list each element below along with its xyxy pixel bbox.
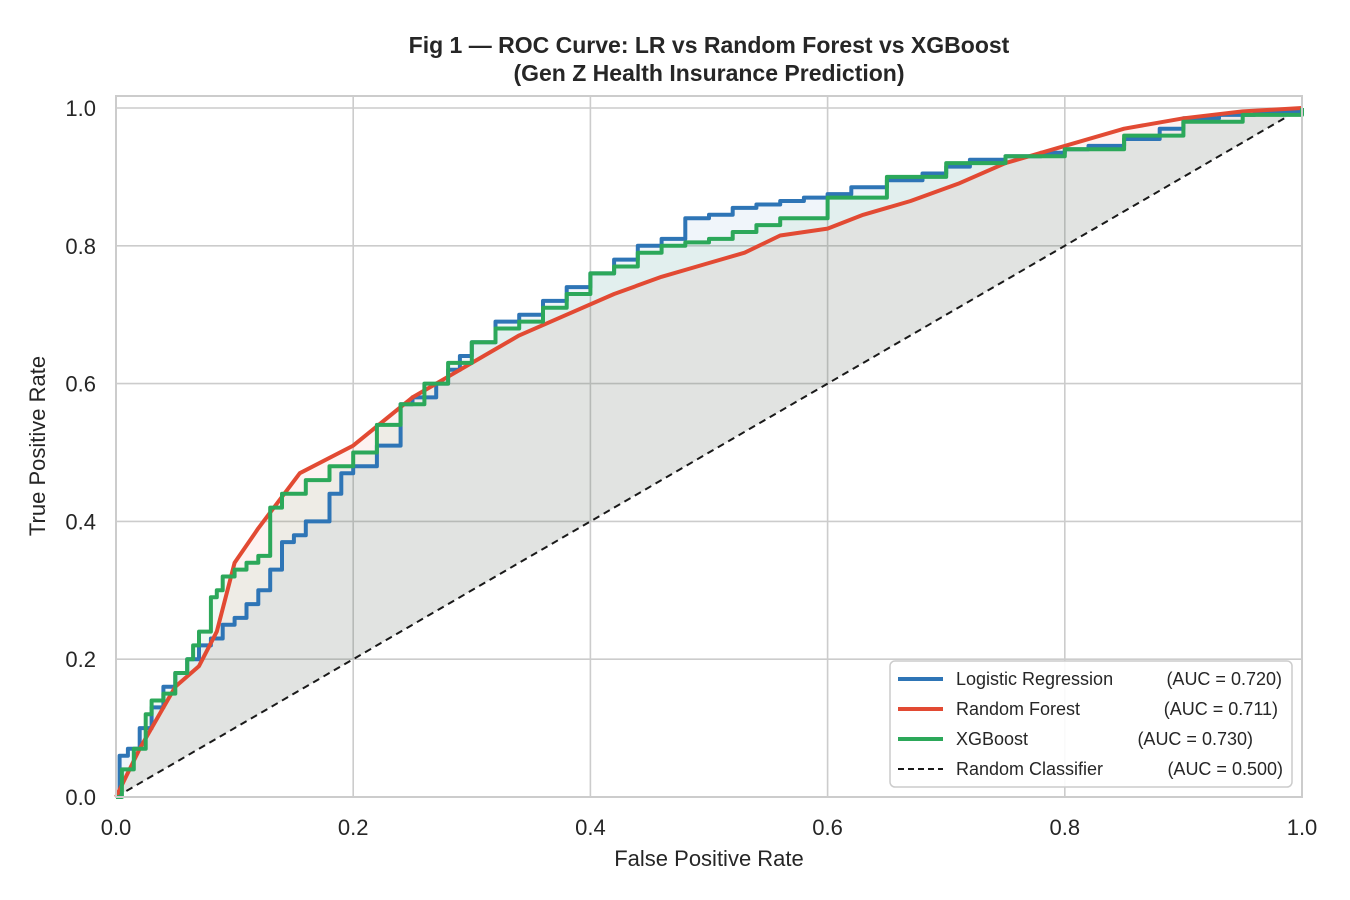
legend-box	[889, 660, 1293, 788]
x-tick-label: 0.0	[101, 815, 132, 840]
x-tick-label: 0.6	[812, 815, 843, 840]
chart-subtitle: (Gen Z Health Insurance Prediction)	[513, 60, 904, 86]
legend-auc: (AUC = 0.720)	[1166, 669, 1282, 689]
y-tick-label: 1.0	[65, 96, 96, 121]
legend: Logistic Regression (AUC = 0.720) Random F…	[889, 660, 1293, 788]
x-tick-label: 0.8	[1050, 815, 1081, 840]
plot-frame	[115, 95, 1303, 798]
x-tick-label: 0.4	[575, 815, 606, 840]
x-tick-label: 0.2	[338, 815, 369, 840]
x-tick-label: 1.0	[1287, 815, 1318, 840]
y-tick-label: 0.8	[65, 234, 96, 259]
legend-label: Logistic Regression	[956, 669, 1113, 689]
series-line	[116, 108, 1304, 799]
legend-label: XGBoost	[956, 729, 1028, 749]
x-axis-label: False Positive Rate	[614, 846, 804, 871]
y-tick-label: 0.0	[65, 785, 96, 810]
legend-label: Random Forest	[956, 699, 1080, 719]
y-axis-ticks: 0.0 0.2 0.4 0.6 0.8 1.0	[65, 96, 96, 810]
y-axis-label: True Positive Rate	[25, 356, 50, 536]
series-line	[115, 107, 1303, 798]
y-tick-label: 0.4	[65, 509, 96, 534]
chart-title: Fig 1 — ROC Curve: LR vs Random Forest v…	[409, 32, 1010, 58]
legend-auc: (AUC = 0.500)	[1167, 759, 1283, 779]
y-tick-label: 0.2	[65, 647, 96, 672]
legend-label: Random Classifier	[956, 759, 1103, 779]
legend-auc: (AUC = 0.730)	[1137, 729, 1253, 749]
legend-entries: Logistic Regression (AUC = 0.720) Random F…	[898, 669, 1283, 779]
roc-curves	[114, 106, 1304, 799]
legend-auc: (AUC = 0.711)	[1164, 699, 1278, 719]
x-axis-ticks: 0.0 0.2 0.4 0.6 0.8 1.0	[101, 815, 1318, 840]
y-tick-label: 0.6	[65, 372, 96, 397]
